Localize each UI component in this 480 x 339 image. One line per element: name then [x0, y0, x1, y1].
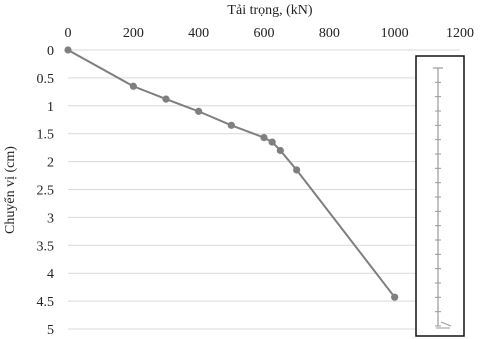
data-point: [293, 166, 301, 174]
data-point: [129, 82, 137, 90]
data-point: [268, 138, 276, 146]
y-tick-label: 2: [47, 156, 54, 171]
y-tick-label: 2.5: [37, 184, 55, 199]
gridlines: [68, 49, 460, 330]
x-tick-label: 0: [65, 26, 72, 41]
data-point: [227, 121, 235, 129]
pile-support: [440, 321, 452, 327]
data-point: [276, 146, 284, 155]
x-tick-label: 400: [188, 26, 209, 41]
x-axis-title: Tải trọng, (kN): [227, 3, 312, 18]
y-tick-label: 1.5: [37, 128, 55, 143]
x-axis-ticks: 0 200 400 600 800 1000 1200: [65, 26, 475, 41]
data-point: [260, 134, 268, 142]
pile-shaft: [433, 67, 452, 329]
x-tick-label: 200: [123, 26, 144, 41]
x-tick-label: 1200: [446, 26, 474, 41]
data-point: [64, 46, 72, 54]
y-tick-label: 0: [47, 44, 54, 59]
series-line: [67, 49, 396, 298]
data-point: [162, 95, 170, 103]
y-tick-label: 0.5: [37, 72, 55, 87]
y-tick-label: 4.5: [37, 295, 55, 310]
x-tick-label: 1000: [381, 26, 409, 41]
y-tick-label: 4: [47, 267, 54, 282]
y-tick-label: 1: [47, 100, 54, 115]
pile-diagram-icon: [415, 55, 465, 337]
y-tick-label: 3: [47, 211, 54, 226]
x-tick-label: 600: [254, 26, 275, 41]
x-tick-label: 800: [319, 26, 340, 41]
y-tick-label: 5: [47, 323, 54, 338]
y-tick-label: 3.5: [37, 239, 55, 254]
series-layer: [64, 46, 399, 301]
data-point: [391, 293, 399, 301]
y-axis-title: Chuyển vị (cm): [3, 146, 18, 234]
data-point: [195, 107, 203, 115]
y-axis-ticks: 0 0.5 1 1.5 2 2.5 3 3.5 4 4.5 5: [37, 44, 55, 338]
